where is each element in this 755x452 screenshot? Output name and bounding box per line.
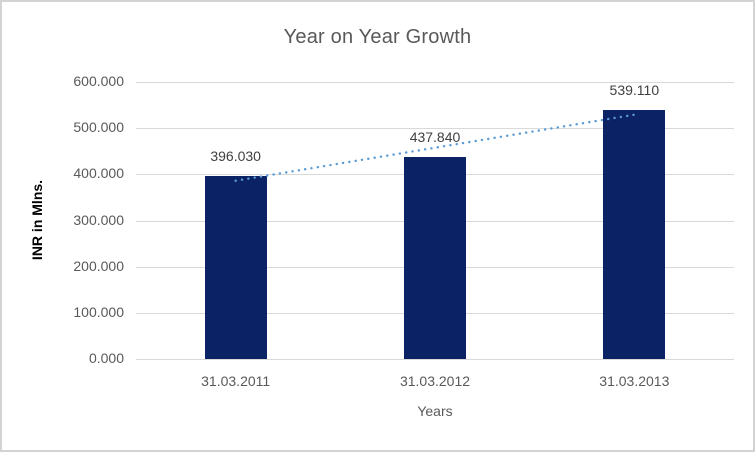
y-axis-tick-label: 300.000	[73, 211, 124, 228]
y-axis-tick-label: 0.000	[88, 350, 124, 366]
x-axis-tick-label: 31.03.2012	[399, 373, 471, 389]
y-axis-tick-label: 200.000	[73, 257, 124, 274]
chart-title: Year on Year Growth	[283, 26, 472, 48]
bar-data-label: 396.030	[210, 148, 261, 165]
bar	[603, 110, 666, 359]
gridline	[136, 82, 734, 83]
y-axis-tick-label: 100.000	[73, 303, 124, 320]
x-axis-title: Years	[417, 403, 453, 419]
y-axis-tick-label: 400.000	[73, 165, 124, 182]
bar	[404, 156, 466, 359]
y-axis-tick-label: 500.000	[73, 119, 124, 136]
x-axis-tick-label: 31.03.2011	[201, 373, 271, 389]
gridline	[136, 359, 734, 360]
y-axis-tick-label: 600.000	[73, 73, 124, 89]
bar-data-label: 539.110	[609, 82, 660, 99]
bar	[204, 176, 267, 359]
x-axis-tick-label: 31.03.2013	[599, 373, 670, 389]
bar-data-label: 437.840	[409, 128, 461, 145]
